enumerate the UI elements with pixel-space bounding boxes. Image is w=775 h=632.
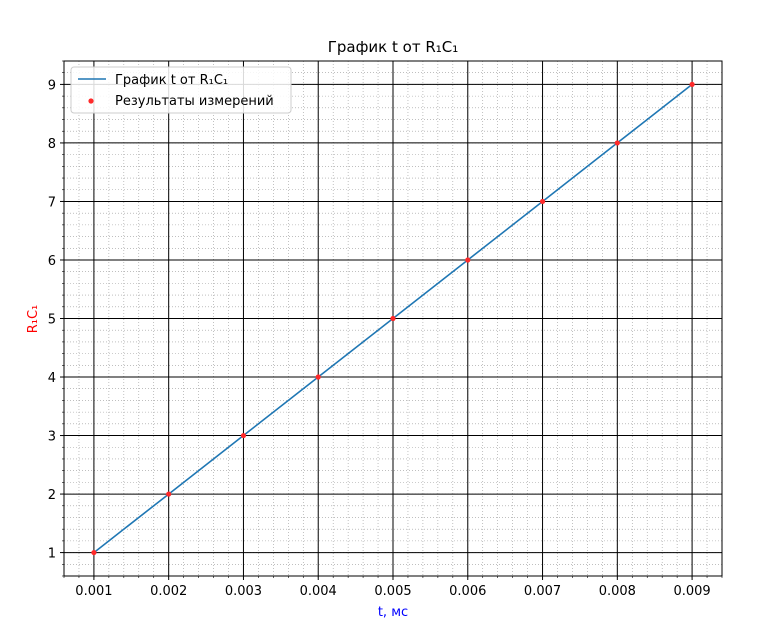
x-axis-label: t, мс	[378, 605, 408, 620]
x-tick-label: 0.003	[225, 584, 262, 599]
data-point	[390, 315, 396, 322]
y-tick-label: 6	[48, 254, 56, 269]
plot-area: 0.001 0.002 0.003 0.004 0.005 0.006 0.007 0.008…	[48, 60, 723, 599]
x-tick-label: 0.009	[673, 584, 710, 599]
legend-box	[70, 66, 292, 114]
data-point	[539, 198, 546, 205]
x-tick-label: 0.001	[75, 584, 112, 599]
data-point	[166, 491, 172, 497]
x-tick-label: 0.005	[374, 584, 411, 599]
data-point	[240, 432, 247, 439]
legend: График t от R₁C₁ Результаты измерений	[70, 66, 292, 114]
data-point	[91, 549, 97, 556]
x-tick-label: 0.006	[449, 584, 486, 599]
legend-entry-line: График t от R₁C₁	[115, 73, 228, 88]
data-point	[614, 140, 620, 146]
data-point	[315, 374, 321, 380]
y-tick-label: 2	[48, 488, 56, 503]
y-tick-label: 1	[48, 547, 56, 562]
data-point	[689, 81, 695, 88]
legend-entry-scatter: Результаты измерений	[115, 94, 274, 109]
y-tick-label: 9	[48, 78, 56, 93]
y-tick-label: 8	[48, 137, 56, 152]
x-tick-label: 0.002	[150, 584, 187, 599]
y-axis-label: R₁C₁	[26, 305, 41, 334]
chart-title: График t от R₁C₁	[328, 38, 459, 56]
plot-frame	[63, 60, 723, 577]
y-tick-label: 7	[48, 195, 56, 210]
y-tick-label: 3	[48, 430, 56, 445]
x-tick-label: 0.004	[300, 584, 337, 599]
legend-scatter-swatch	[88, 98, 94, 104]
y-tick-label: 5	[48, 313, 56, 328]
x-tick-label: 0.007	[524, 584, 561, 599]
data-point	[465, 257, 471, 263]
y-tick-label: 4	[48, 371, 56, 386]
x-tick-label: 0.008	[599, 584, 636, 599]
